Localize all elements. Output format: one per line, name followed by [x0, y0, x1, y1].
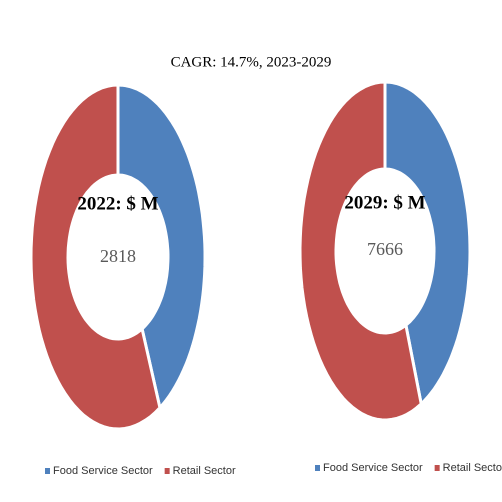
legend-swatch: [45, 468, 50, 474]
donut-title: 2022: $ M: [77, 193, 158, 214]
legend-label: Food Service Sector: [323, 462, 423, 474]
page-title: CAGR: 14.7%, 2023-2029: [171, 54, 332, 70]
legend-swatch: [434, 465, 440, 471]
legend-swatch: [164, 468, 170, 474]
center-value: 2818: [100, 246, 136, 266]
donut-segment: [29, 83, 162, 431]
legend-label: Food Service Sector: [53, 465, 153, 477]
donut-segment: [298, 80, 423, 422]
donut-title: 2029: $ M: [344, 192, 425, 213]
center-value: 7666: [367, 239, 403, 259]
legend-swatch: [315, 465, 320, 471]
legend-label: Retail Sector: [443, 462, 502, 474]
legend-label: Retail Sector: [173, 465, 236, 477]
